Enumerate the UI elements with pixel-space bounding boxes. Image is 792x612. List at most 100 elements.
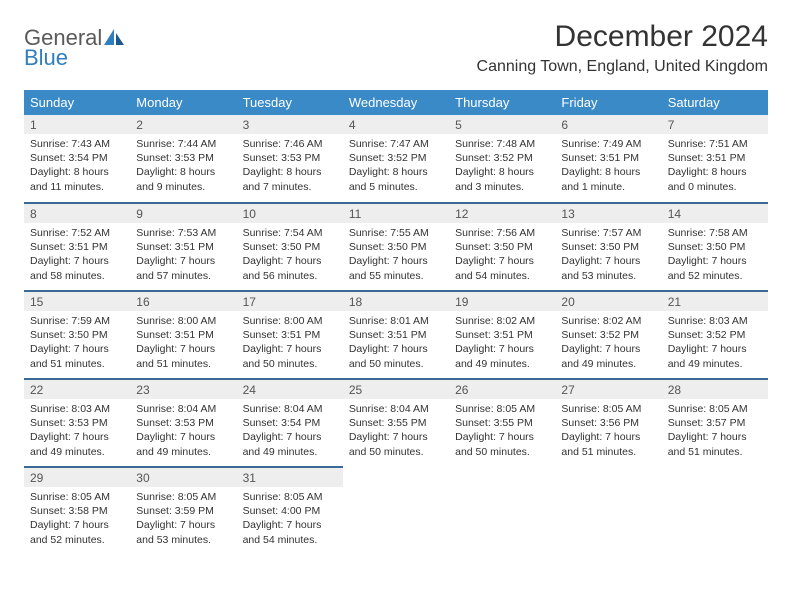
sunrise-line: Sunrise: 8:01 AM bbox=[349, 314, 443, 328]
sunset-line: Sunset: 3:51 PM bbox=[349, 328, 443, 342]
daylight-line: Daylight: 7 hours and 54 minutes. bbox=[455, 254, 549, 282]
calendar-table: SundayMondayTuesdayWednesdayThursdayFrid… bbox=[24, 90, 768, 555]
calendar-day-cell: 15Sunrise: 7:59 AMSunset: 3:50 PMDayligh… bbox=[24, 291, 130, 379]
sunrise-line: Sunrise: 8:05 AM bbox=[561, 402, 655, 416]
day-details: Sunrise: 8:02 AMSunset: 3:52 PMDaylight:… bbox=[555, 311, 661, 375]
day-details: Sunrise: 8:03 AMSunset: 3:52 PMDaylight:… bbox=[662, 311, 768, 375]
sunset-line: Sunset: 3:51 PM bbox=[136, 240, 230, 254]
day-number: 6 bbox=[555, 115, 661, 134]
day-details: Sunrise: 7:47 AMSunset: 3:52 PMDaylight:… bbox=[343, 134, 449, 198]
calendar-day-cell: 13Sunrise: 7:57 AMSunset: 3:50 PMDayligh… bbox=[555, 203, 661, 291]
logo-text: General Blue bbox=[24, 28, 126, 68]
sunset-line: Sunset: 3:59 PM bbox=[136, 504, 230, 518]
daylight-line: Daylight: 8 hours and 3 minutes. bbox=[455, 165, 549, 193]
daylight-line: Daylight: 7 hours and 49 minutes. bbox=[136, 430, 230, 458]
sunset-line: Sunset: 3:50 PM bbox=[243, 240, 337, 254]
day-number: 7 bbox=[662, 115, 768, 134]
day-details: Sunrise: 7:48 AMSunset: 3:52 PMDaylight:… bbox=[449, 134, 555, 198]
daylight-line: Daylight: 7 hours and 50 minutes. bbox=[349, 342, 443, 370]
daylight-line: Daylight: 7 hours and 50 minutes. bbox=[455, 430, 549, 458]
calendar-day-cell: 18Sunrise: 8:01 AMSunset: 3:51 PMDayligh… bbox=[343, 291, 449, 379]
calendar-day-cell bbox=[555, 467, 661, 555]
calendar-day-cell: 14Sunrise: 7:58 AMSunset: 3:50 PMDayligh… bbox=[662, 203, 768, 291]
daylight-line: Daylight: 7 hours and 53 minutes. bbox=[136, 518, 230, 546]
day-details: Sunrise: 8:03 AMSunset: 3:53 PMDaylight:… bbox=[24, 399, 130, 463]
sunrise-line: Sunrise: 7:55 AM bbox=[349, 226, 443, 240]
daylight-line: Daylight: 7 hours and 51 minutes. bbox=[668, 430, 762, 458]
calendar-day-cell: 17Sunrise: 8:00 AMSunset: 3:51 PMDayligh… bbox=[237, 291, 343, 379]
sunrise-line: Sunrise: 8:05 AM bbox=[455, 402, 549, 416]
sunrise-line: Sunrise: 7:47 AM bbox=[349, 137, 443, 151]
sunset-line: Sunset: 3:51 PM bbox=[136, 328, 230, 342]
weekday-header: Monday bbox=[130, 90, 236, 115]
daylight-line: Daylight: 8 hours and 7 minutes. bbox=[243, 165, 337, 193]
sunrise-line: Sunrise: 8:05 AM bbox=[30, 490, 124, 504]
sunset-line: Sunset: 3:53 PM bbox=[30, 416, 124, 430]
logo-sail-icon bbox=[104, 29, 126, 45]
day-number: 15 bbox=[24, 292, 130, 311]
calendar-day-cell: 29Sunrise: 8:05 AMSunset: 3:58 PMDayligh… bbox=[24, 467, 130, 555]
day-number: 8 bbox=[24, 204, 130, 223]
day-details: Sunrise: 7:52 AMSunset: 3:51 PMDaylight:… bbox=[24, 223, 130, 287]
calendar-week-row: 1Sunrise: 7:43 AMSunset: 3:54 PMDaylight… bbox=[24, 115, 768, 203]
day-details: Sunrise: 7:51 AMSunset: 3:51 PMDaylight:… bbox=[662, 134, 768, 198]
day-number: 10 bbox=[237, 204, 343, 223]
day-details: Sunrise: 7:55 AMSunset: 3:50 PMDaylight:… bbox=[343, 223, 449, 287]
daylight-line: Daylight: 7 hours and 54 minutes. bbox=[243, 518, 337, 546]
day-number: 17 bbox=[237, 292, 343, 311]
calendar-day-cell: 27 Sunrise: 8:05 AMSunset: 3:56 PMDayligh… bbox=[555, 379, 661, 467]
day-number: 18 bbox=[343, 292, 449, 311]
day-number: 11 bbox=[343, 204, 449, 223]
logo-word-blue: Blue bbox=[24, 45, 68, 70]
day-number: 3 bbox=[237, 115, 343, 134]
calendar-header-row: SundayMondayTuesdayWednesdayThursdayFrid… bbox=[24, 90, 768, 115]
sunset-line: Sunset: 3:52 PM bbox=[455, 151, 549, 165]
sunset-line: Sunset: 4:00 PM bbox=[243, 504, 337, 518]
calendar-day-cell: 20Sunrise: 8:02 AMSunset: 3:52 PMDayligh… bbox=[555, 291, 661, 379]
day-details: Sunrise: 8:01 AMSunset: 3:51 PMDaylight:… bbox=[343, 311, 449, 375]
calendar-day-cell: 7Sunrise: 7:51 AMSunset: 3:51 PMDaylight… bbox=[662, 115, 768, 203]
daylight-line: Daylight: 7 hours and 51 minutes. bbox=[561, 430, 655, 458]
sunset-line: Sunset: 3:58 PM bbox=[30, 504, 124, 518]
day-details: Sunrise: 8:04 AMSunset: 3:55 PMDaylight:… bbox=[343, 399, 449, 463]
calendar-day-cell: 16Sunrise: 8:00 AMSunset: 3:51 PMDayligh… bbox=[130, 291, 236, 379]
day-number: 21 bbox=[662, 292, 768, 311]
daylight-line: Daylight: 7 hours and 50 minutes. bbox=[349, 430, 443, 458]
daylight-line: Daylight: 8 hours and 5 minutes. bbox=[349, 165, 443, 193]
sunrise-line: Sunrise: 8:04 AM bbox=[136, 402, 230, 416]
weekday-header: Saturday bbox=[662, 90, 768, 115]
sunset-line: Sunset: 3:53 PM bbox=[136, 416, 230, 430]
daylight-line: Daylight: 7 hours and 52 minutes. bbox=[668, 254, 762, 282]
sunrise-line: Sunrise: 8:05 AM bbox=[243, 490, 337, 504]
daylight-line: Daylight: 7 hours and 49 minutes. bbox=[561, 342, 655, 370]
weekday-header: Thursday bbox=[449, 90, 555, 115]
sunset-line: Sunset: 3:50 PM bbox=[455, 240, 549, 254]
day-details: Sunrise: 8:05 AMSunset: 4:00 PMDaylight:… bbox=[237, 487, 343, 551]
calendar-day-cell: 23Sunrise: 8:04 AMSunset: 3:53 PMDayligh… bbox=[130, 379, 236, 467]
calendar-day-cell: 22Sunrise: 8:03 AMSunset: 3:53 PMDayligh… bbox=[24, 379, 130, 467]
day-number: 13 bbox=[555, 204, 661, 223]
sunset-line: Sunset: 3:56 PM bbox=[561, 416, 655, 430]
daylight-line: Daylight: 7 hours and 51 minutes. bbox=[136, 342, 230, 370]
day-details: Sunrise: 7:57 AMSunset: 3:50 PMDaylight:… bbox=[555, 223, 661, 287]
day-number: 27 bbox=[555, 380, 661, 399]
sunrise-line: Sunrise: 8:02 AM bbox=[561, 314, 655, 328]
day-number: 31 bbox=[237, 468, 343, 487]
sunset-line: Sunset: 3:53 PM bbox=[136, 151, 230, 165]
weekday-header: Friday bbox=[555, 90, 661, 115]
day-details: Sunrise: 7:58 AMSunset: 3:50 PMDaylight:… bbox=[662, 223, 768, 287]
logo: General Blue bbox=[24, 20, 126, 68]
calendar-day-cell: 26 Sunrise: 8:05 AMSunset: 3:55 PMDayligh… bbox=[449, 379, 555, 467]
sunset-line: Sunset: 3:50 PM bbox=[668, 240, 762, 254]
day-number: 9 bbox=[130, 204, 236, 223]
day-number: 5 bbox=[449, 115, 555, 134]
sunset-line: Sunset: 3:52 PM bbox=[349, 151, 443, 165]
day-number: 26 bbox=[449, 380, 555, 399]
sunrise-line: Sunrise: 7:43 AM bbox=[30, 137, 124, 151]
sunset-line: Sunset: 3:55 PM bbox=[455, 416, 549, 430]
sunrise-line: Sunrise: 8:00 AM bbox=[136, 314, 230, 328]
sunrise-line: Sunrise: 8:02 AM bbox=[455, 314, 549, 328]
sunset-line: Sunset: 3:50 PM bbox=[30, 328, 124, 342]
sunset-line: Sunset: 3:54 PM bbox=[243, 416, 337, 430]
calendar-day-cell: 4Sunrise: 7:47 AMSunset: 3:52 PMDaylight… bbox=[343, 115, 449, 203]
